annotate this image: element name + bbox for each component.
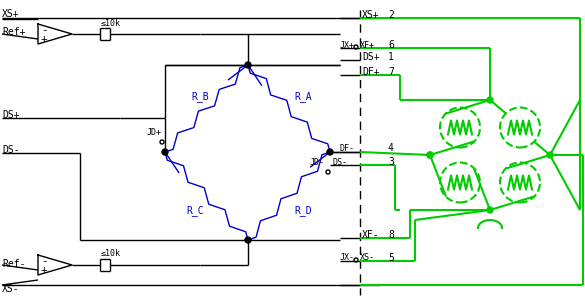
- Text: Ref+: Ref+: [2, 27, 26, 37]
- Text: DS+: DS+: [2, 110, 20, 120]
- Text: R_A: R_A: [294, 91, 312, 102]
- Text: -: -: [41, 256, 48, 266]
- Text: R_B: R_B: [191, 91, 209, 102]
- Text: 3: 3: [388, 157, 394, 167]
- Text: XS+: XS+: [362, 10, 380, 20]
- Text: JX-: JX-: [340, 254, 355, 262]
- Text: 7: 7: [388, 67, 394, 77]
- Text: XF+: XF+: [360, 41, 375, 49]
- Text: Ref-: Ref-: [2, 259, 26, 269]
- Circle shape: [427, 152, 433, 158]
- Text: 4: 4: [388, 143, 394, 153]
- Circle shape: [245, 237, 251, 243]
- Text: DS+: DS+: [362, 52, 380, 62]
- Text: XS+: XS+: [2, 9, 20, 19]
- Text: DS-: DS-: [2, 145, 20, 155]
- Text: DF-: DF-: [340, 143, 355, 153]
- Text: 1: 1: [388, 52, 394, 62]
- Text: ≤10k: ≤10k: [101, 250, 121, 258]
- Text: +: +: [41, 265, 48, 275]
- Circle shape: [162, 149, 168, 155]
- Text: 2: 2: [388, 10, 394, 20]
- Text: XS-: XS-: [360, 254, 375, 262]
- Circle shape: [427, 152, 433, 158]
- Circle shape: [327, 149, 333, 155]
- Text: XF-: XF-: [362, 230, 380, 240]
- Text: JX+: JX+: [340, 41, 355, 49]
- Text: R_C: R_C: [187, 206, 204, 216]
- Circle shape: [245, 62, 251, 68]
- Text: +: +: [41, 34, 48, 44]
- Circle shape: [487, 207, 493, 213]
- Text: ≤10k: ≤10k: [101, 18, 121, 28]
- Text: JD-: JD-: [310, 157, 325, 166]
- Text: DF+: DF+: [362, 67, 380, 77]
- Circle shape: [547, 152, 553, 158]
- Text: JD+: JD+: [147, 127, 162, 137]
- Text: XS-: XS-: [2, 284, 20, 294]
- Text: 5: 5: [388, 253, 394, 263]
- Text: DS-: DS-: [333, 157, 348, 166]
- Text: R_D: R_D: [294, 206, 312, 216]
- Text: 6: 6: [388, 40, 394, 50]
- Text: 8: 8: [388, 230, 394, 240]
- Circle shape: [487, 97, 493, 103]
- Text: -: -: [41, 25, 48, 35]
